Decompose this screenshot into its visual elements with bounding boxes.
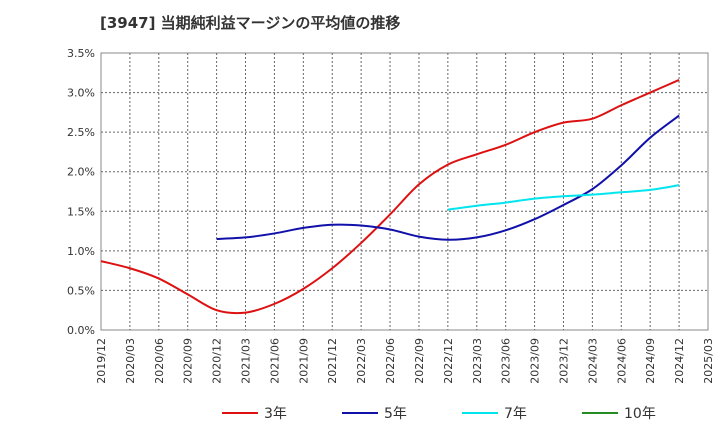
- legend: 3年 5年 7年 10年: [222, 406, 656, 422]
- x-tick-label: 2025/03: [702, 338, 715, 384]
- x-tick-label: 2024/03: [586, 338, 599, 384]
- x-tick-label: 2020/03: [124, 338, 137, 384]
- x-tick-label: 2021/12: [326, 338, 339, 384]
- x-tick-label: 2022/06: [384, 338, 397, 384]
- x-tick-label: 2024/09: [644, 338, 657, 384]
- y-tick-label: 1.0%: [67, 245, 95, 258]
- y-tick-label: 0.0%: [67, 324, 95, 337]
- x-tick-label: 2023/09: [529, 338, 542, 384]
- x-tick-label: 2023/03: [471, 338, 484, 384]
- x-tick-label: 2020/09: [182, 338, 195, 384]
- y-tick-label: 3.5%: [67, 47, 95, 60]
- x-tick-label: 2022/09: [413, 338, 426, 384]
- x-tick-label: 2023/12: [557, 338, 570, 384]
- legend-label: 7年: [504, 406, 527, 422]
- x-tick-label: 2023/06: [500, 338, 513, 384]
- x-tick-label: 2024/12: [673, 338, 686, 384]
- legend-label: 5年: [384, 406, 407, 422]
- plot-frame: [100, 52, 709, 331]
- x-tick-label: 2020/06: [153, 338, 166, 384]
- chart-title: [3947] 当期純利益マージンの平均値の推移: [100, 14, 401, 32]
- legend-label: 10年: [624, 406, 656, 422]
- series-line-3: [447, 184, 680, 211]
- x-tick-label: 2021/09: [297, 338, 310, 384]
- series-line-1: [100, 78, 680, 315]
- x-tick-label: 2021/03: [240, 338, 253, 384]
- y-tick-label: 0.5%: [67, 284, 95, 297]
- series-line-2: [216, 114, 680, 241]
- y-tick-label: 3.0%: [67, 87, 95, 100]
- x-tick-label: 2022/03: [355, 338, 368, 384]
- y-axis-ticks: 0.0% 0.5% 1.0% 1.5% 2.0% 2.5% 3.0% 3.5%: [67, 47, 95, 337]
- x-tick-label: 2021/06: [268, 338, 281, 384]
- series-lines: [100, 78, 680, 315]
- x-tick-label: 2020/12: [211, 338, 224, 384]
- legend-label: 3年: [264, 406, 287, 422]
- grid: [101, 53, 708, 330]
- x-tick-label: 2019/12: [95, 338, 108, 384]
- x-axis-ticks: 2019/12 2020/03 2020/06 2020/09 2020/12 2021/…: [95, 338, 715, 384]
- y-tick-label: 1.5%: [67, 205, 95, 218]
- x-tick-label: 2022/12: [442, 338, 455, 384]
- y-tick-label: 2.0%: [67, 166, 95, 179]
- x-tick-label: 2024/06: [615, 338, 628, 384]
- y-tick-label: 2.5%: [67, 126, 95, 139]
